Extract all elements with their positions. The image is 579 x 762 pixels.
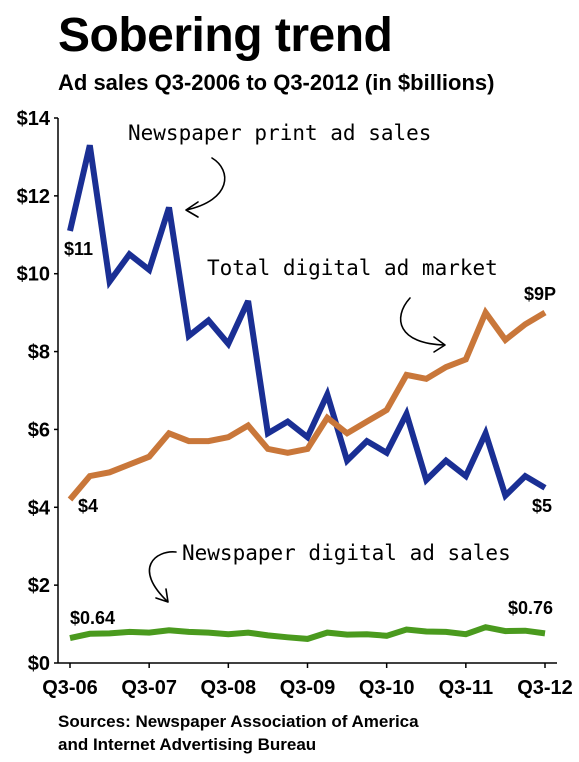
arrow-total [399,297,446,353]
annotation-print: Newspaper print ad sales [128,121,431,145]
arrow-digital [148,551,177,603]
annotations: Newspaper print ad sales Total digital ad… [128,121,511,603]
chart-subtitle: Ad sales Q3-2006 to Q3-2012 (in $billion… [58,70,495,95]
data-label-print-start: $11 [64,239,93,259]
y-tick-label: $12 [17,186,50,208]
data-label-print-end: $5 [532,496,552,516]
arrow-print [185,157,226,218]
y-tick-label: $2 [28,575,50,597]
x-tick-label: Q3-06 [42,677,98,699]
chart-axes [54,117,557,668]
x-tick-label: Q3-07 [121,677,177,699]
data-label-total-end: $9P [524,284,556,304]
x-tick-label: Q3-08 [201,677,257,699]
y-tick-label: $14 [17,108,51,130]
data-labels: $11 $5 $4 $9P $0.64 $0.76 [64,239,556,628]
y-tick-label: $10 [17,264,50,286]
source-line-2: and Internet Advertising Bureau [58,735,317,754]
y-tick-label: $4 [28,497,51,519]
x-tick-labels: Q3-06 Q3-07 Q3-08 Q3-09 Q3-10 Q3-11 Q3-12 [42,677,573,699]
x-tick-label: Q3-11 [439,677,493,699]
annotation-total: Total digital ad market [207,256,498,280]
series-lines [67,144,547,642]
chart-title: Sobering trend [58,9,393,62]
y-tick-label: $6 [28,419,50,441]
series-line-total-digital [67,306,547,502]
annotation-digital: Newspaper digital ad sales [182,541,511,565]
x-tick-label: Q3-09 [280,677,336,699]
data-label-total-start: $4 [78,496,98,516]
x-tick-label: Q3-12 [517,677,573,699]
series-line-newspaper-digital [69,624,546,642]
y-tick-labels: $0 $2 $4 $6 $8 $10 $12 $14 [17,108,51,675]
data-label-digital-start: $0.64 [70,608,115,628]
data-label-digital-end: $0.76 [508,598,553,618]
y-tick-label: $8 [28,342,50,364]
x-tick-label: Q3-10 [359,677,415,699]
y-tick-label: $0 [28,653,50,675]
source-note: Sources: Newspaper Association of Americ… [58,710,419,756]
source-line-1: Sources: Newspaper Association of Americ… [58,712,419,731]
series-line-newspaper-print [67,144,547,502]
